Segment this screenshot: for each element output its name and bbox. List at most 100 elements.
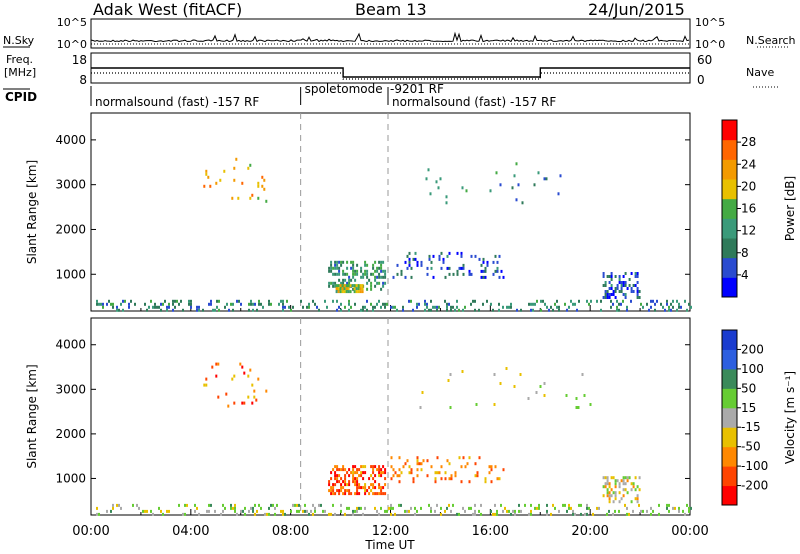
velocity-panel-cell — [494, 512, 496, 516]
power-panel-cell — [578, 299, 580, 303]
velocity-panel-cell — [234, 509, 236, 513]
velocity-panel-ytick-label: 2000 — [55, 427, 86, 441]
power-panel-cell — [380, 287, 383, 291]
velocity-panel-cell — [380, 486, 383, 490]
power-panel-cell — [384, 269, 387, 273]
velocity-panel-cell — [220, 512, 222, 516]
velocity-panel-cell — [539, 385, 542, 388]
velocity-panel-cell — [334, 477, 337, 481]
power-panel-cell — [492, 260, 495, 264]
velocity-panel-cell — [378, 465, 381, 469]
velocity-panel-cell — [543, 394, 546, 397]
power-panel-cell — [426, 302, 428, 306]
velocity-panel-cell — [205, 377, 208, 381]
power-panel-cell — [366, 299, 368, 303]
velocity-panel-cell — [494, 465, 497, 469]
velocity-panel-cell — [634, 476, 637, 480]
velocity-panel-cell — [342, 480, 345, 484]
power-panel-cell — [620, 287, 623, 290]
power-panel-cell — [668, 308, 670, 312]
velocity-panel-cell — [398, 474, 401, 478]
velocity-panel-cell — [236, 512, 238, 516]
velocity-panel-cell — [332, 492, 335, 496]
power-panel-cell — [394, 305, 396, 309]
power-panel-cell — [498, 308, 500, 312]
velocity-panel-cell — [440, 465, 443, 469]
power-panel-cell — [426, 305, 428, 309]
power-panel-cell — [515, 162, 518, 166]
power-panel-cell — [574, 302, 576, 306]
velocity-panel-cell — [222, 503, 224, 507]
velocity-panel-cluster-4 — [203, 362, 268, 408]
power-panel-cell — [484, 275, 487, 279]
velocity-panel-cell — [206, 509, 208, 513]
power-panel-cell — [622, 281, 625, 284]
velocity-panel-cell — [384, 477, 387, 481]
power-panel-cell — [334, 284, 337, 288]
velocity-panel-cell — [572, 512, 574, 516]
power-panel-cell — [152, 305, 154, 309]
power-panel-cell — [638, 290, 641, 293]
power-panel-cell — [604, 296, 607, 299]
power-panel-cell — [632, 290, 635, 293]
power-panel-cell — [602, 284, 605, 287]
velocity-panel-cell — [622, 482, 625, 486]
velocity-panel-cell — [581, 373, 584, 376]
power-panel-cell — [353, 287, 356, 291]
power-panel-cell — [335, 284, 338, 288]
power-panel-cell — [250, 302, 252, 306]
velocity-panel-cell — [332, 503, 334, 507]
power-panel-cell — [537, 171, 540, 175]
velocity-panel-cell — [612, 500, 615, 504]
power-panel-cell — [223, 169, 226, 173]
velocity-panel-cell — [336, 489, 339, 493]
velocity-panel-cell — [444, 509, 446, 513]
power-panel-cell — [550, 305, 552, 309]
power-panel-cell — [340, 302, 342, 306]
velocity-panel-cell — [420, 468, 423, 472]
power-panel-cell — [626, 287, 629, 290]
power-panel-cell — [630, 287, 633, 290]
freq-label-line2: [MHz] — [4, 66, 36, 79]
power-panel-cell — [468, 272, 471, 276]
power-panel-cell — [446, 302, 448, 306]
power-panel-cell — [118, 308, 120, 312]
velocity-panel-cell — [344, 512, 346, 516]
velocity-panel-colorbar-frame — [721, 329, 738, 506]
velocity-panel-cell — [626, 476, 629, 480]
velocity-panel-cell — [604, 482, 607, 486]
velocity-panel-cell — [476, 471, 479, 475]
velocity-panel-cell — [356, 468, 359, 472]
power-panel-ylabel: Slant Range [km] — [25, 160, 39, 264]
velocity-panel-cell — [356, 477, 359, 481]
power-panel-cell — [408, 299, 410, 303]
power-panel-cell — [337, 290, 340, 294]
velocity-panel-cell — [348, 480, 351, 484]
velocity-panel-cell — [370, 489, 373, 493]
power-panel-cell — [608, 275, 611, 278]
power-panel-cell — [190, 302, 192, 306]
power-panel-cell — [618, 308, 620, 312]
velocity-panel-cell — [360, 506, 362, 510]
power-panel-cell — [258, 299, 260, 303]
velocity-panel-cell — [598, 506, 600, 510]
power-panel-cell — [554, 302, 556, 306]
velocity-panel-cell — [184, 503, 186, 507]
power-panel-cell — [368, 278, 371, 282]
velocity-panel-cell — [318, 503, 320, 507]
velocity-panel-cell — [612, 512, 614, 516]
power-panel-cell — [384, 275, 387, 279]
power-panel-cell — [372, 308, 374, 312]
power-panel-cell — [352, 269, 355, 273]
power-panel-cell — [416, 302, 418, 306]
power-panel-cell — [292, 305, 294, 309]
velocity-panel-cell — [340, 483, 343, 487]
power-panel-ytick-label: 4000 — [55, 133, 86, 147]
power-panel-cell — [134, 302, 136, 306]
velocity-panel-cell — [116, 503, 118, 507]
velocity-panel-cell — [336, 468, 339, 472]
velocity-panel-cell — [430, 506, 432, 510]
power-panel-cell — [124, 299, 126, 303]
power-panel-cell — [406, 254, 409, 258]
